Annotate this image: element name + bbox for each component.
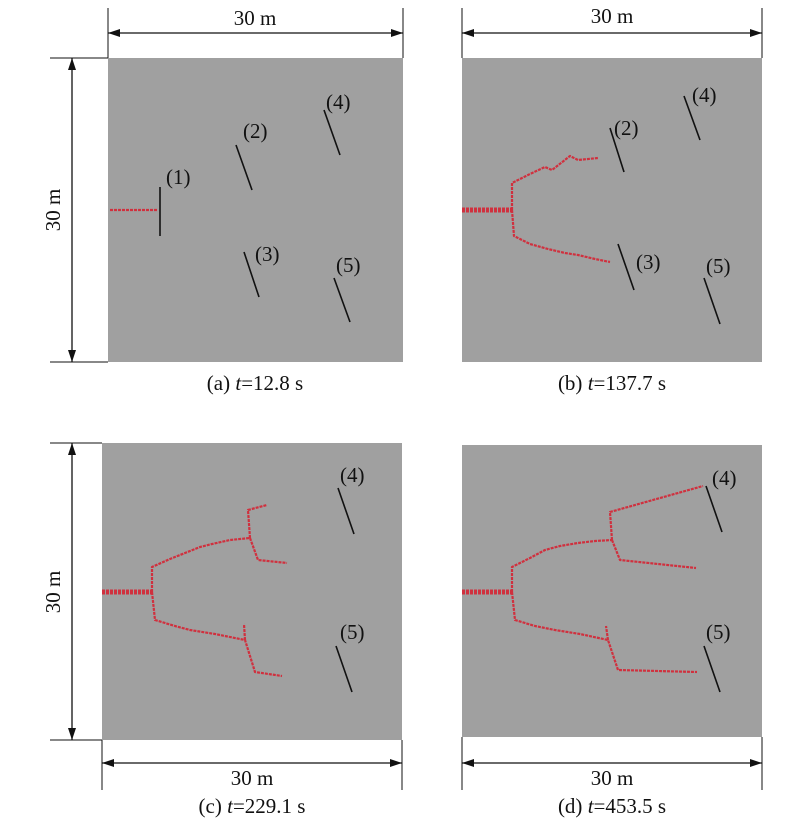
panel-b: (2) (3) (4) (5) 30 m (b) t=137.7 s — [461, 4, 763, 395]
fracture-label: (5) — [340, 620, 365, 644]
hydraulic-fracture — [608, 484, 704, 541]
natural-fracture — [703, 645, 721, 693]
hydraulic-fracture — [510, 591, 698, 674]
natural-fracture — [337, 487, 355, 535]
natural-fracture — [703, 277, 721, 325]
caption-label: (b) — [558, 371, 583, 395]
fracture-label: (1) — [166, 165, 191, 189]
caption: (b) t=137.7 s — [558, 371, 666, 395]
hydraulic-fracture — [150, 536, 251, 592]
natural-fracture — [617, 243, 635, 291]
domain — [108, 58, 403, 362]
panel-c: (4) (5) 30 m 30 m (c) t=229.1 s — [41, 442, 403, 818]
natural-fracture — [333, 277, 351, 323]
dimension-label: 30 m — [231, 766, 274, 790]
fracture-label: (2) — [243, 119, 268, 143]
caption: (c) t=229.1 s — [199, 794, 306, 818]
natural-fracture — [323, 109, 341, 156]
caption-var: t — [227, 794, 234, 818]
hydraulic-fracture — [610, 539, 697, 570]
natural-fracture — [235, 144, 253, 191]
dimension-label: 30 m — [591, 4, 634, 28]
caption-value: =137.7 s — [594, 371, 667, 395]
dimension-label: 30 m — [41, 571, 65, 614]
hydraulic-fracture — [604, 625, 610, 641]
hydraulic-fracture — [248, 537, 288, 565]
panel-d: (4) (5) 30 m (d) t=453.5 s — [461, 445, 763, 818]
fracture-label: (5) — [336, 253, 361, 277]
caption-value: =229.1 s — [233, 794, 306, 818]
fracture-label: (3) — [255, 242, 280, 266]
natural-fracture — [683, 95, 701, 141]
fracture-label: (3) — [636, 250, 661, 274]
fracture-label: (2) — [614, 116, 639, 140]
dimension-label: 30 m — [234, 6, 277, 30]
fracture-label: (4) — [326, 90, 351, 114]
hydraulic-fracture — [510, 154, 599, 210]
dimension-label: 30 m — [591, 766, 634, 790]
caption: (d) t=453.5 s — [558, 794, 666, 818]
fracture-label: (4) — [340, 463, 365, 487]
caption-value: =12.8 s — [241, 371, 303, 395]
hydraulic-fracture — [242, 623, 247, 641]
hydraulic-fracture — [246, 503, 268, 539]
natural-fracture — [335, 645, 353, 693]
hydraulic-fracture — [510, 209, 611, 264]
dimension-label: 30 m — [41, 189, 65, 232]
caption-var: t — [235, 371, 242, 395]
fracture-label: (4) — [692, 83, 717, 107]
natural-fracture — [243, 251, 260, 298]
caption-var: t — [588, 371, 595, 395]
caption-label: (d) — [558, 794, 583, 818]
caption: (a) t=12.8 s — [207, 371, 303, 395]
fracture-label: (5) — [706, 254, 731, 278]
fracture-label: (5) — [706, 620, 731, 644]
panel-a: (1) (2) (3) (4) (5) 30 m 30 m (a) t=12.8… — [41, 6, 404, 395]
fracture-label: (4) — [712, 466, 737, 490]
caption-var: t — [588, 794, 595, 818]
hydraulic-fracture — [150, 591, 283, 678]
natural-fracture — [705, 485, 723, 533]
caption-label: (a) — [207, 371, 230, 395]
natural-fracture — [609, 127, 625, 173]
caption-label: (c) — [199, 794, 222, 818]
caption-value: =453.5 s — [594, 794, 667, 818]
hydraulic-fracture — [510, 538, 613, 592]
